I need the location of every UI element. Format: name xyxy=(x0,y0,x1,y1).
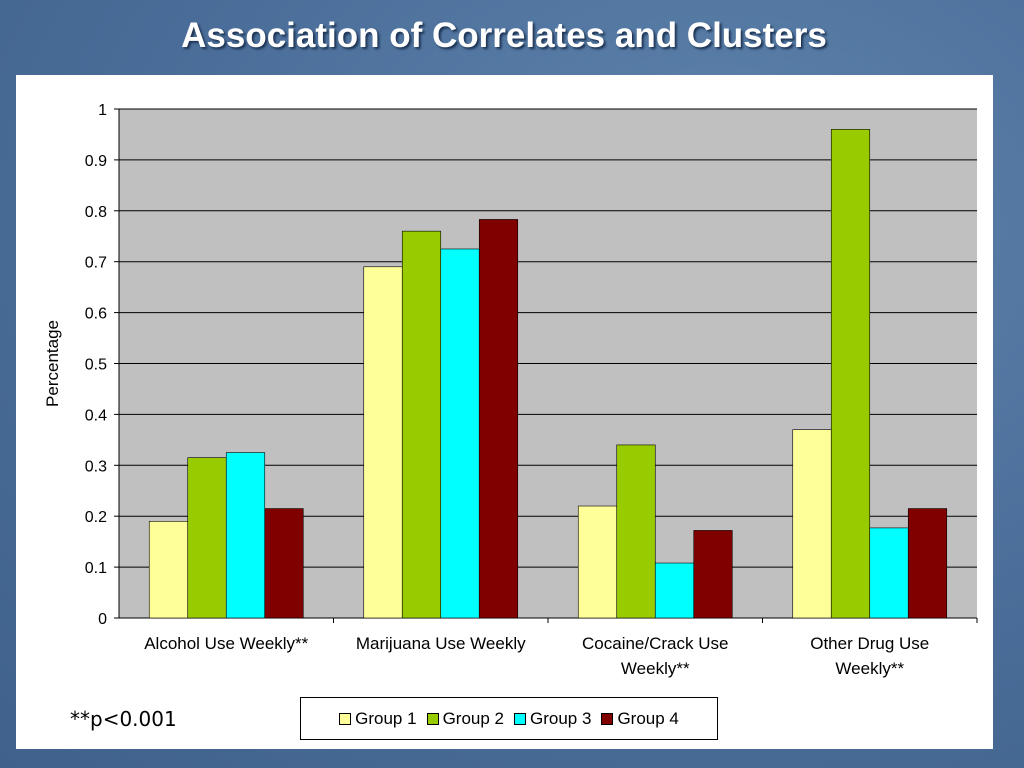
x-category-label: Marijuana Use Weekly xyxy=(356,634,526,653)
slide-title: Association of Correlates and Clusters xyxy=(181,16,827,55)
legend-swatch xyxy=(514,712,526,725)
y-tick-label: 0.3 xyxy=(85,458,107,475)
bar-group-2 xyxy=(830,129,871,619)
bar-group-2 xyxy=(616,444,656,619)
x-category-label: Alcohol Use Weekly** xyxy=(144,634,308,653)
y-tick-label: 0.4 xyxy=(85,407,107,424)
y-tick-label: 0.5 xyxy=(85,357,107,374)
bar-group-2 xyxy=(187,457,227,619)
legend-entry: Group 2 xyxy=(426,708,504,729)
legend-entry: Group 1 xyxy=(339,708,417,729)
bar-group-1 xyxy=(148,520,189,619)
x-category-label: Other Drug Use Weekly** xyxy=(810,634,929,678)
bar-group-1 xyxy=(577,505,618,619)
y-axis-label: Percentage xyxy=(43,320,62,407)
legend-swatch xyxy=(426,712,439,725)
y-tick-label: 0.7 xyxy=(85,255,107,272)
bar-group-1 xyxy=(792,429,832,619)
y-tick-label: 0.8 xyxy=(85,204,107,221)
bar-group-4 xyxy=(693,530,733,619)
y-tick-label: 0.6 xyxy=(85,306,107,323)
bar-group-4 xyxy=(478,219,519,619)
y-tick-label: 0.1 xyxy=(85,560,107,577)
bar-chart: 0 0.1 0.2 0.3 0.4 0.5 0.6 0.7 0.8 0.9 1 Percentage A… xyxy=(43,102,978,678)
legend-label: Group 2 xyxy=(442,708,504,728)
bar-group-3 xyxy=(654,562,695,619)
legend-label: Group 1 xyxy=(355,708,417,728)
legend-label: Group 3 xyxy=(530,708,592,728)
x-category-label: Cocaine/Crack Use Weekly** xyxy=(582,634,728,678)
bar-group-2 xyxy=(401,230,442,619)
bar-group-3 xyxy=(869,527,909,619)
legend-swatch xyxy=(339,712,352,725)
bar-group-3 xyxy=(225,452,266,619)
bar-group-4 xyxy=(907,508,948,619)
y-tick-label: 0 xyxy=(98,611,107,628)
legend-label: Group 4 xyxy=(617,708,679,728)
chart-panel: 0 0.1 0.2 0.3 0.4 0.5 0.6 0.7 0.8 0.9 1 Percentage A… xyxy=(16,75,993,749)
chart-legend: Group 1 Group 2 Group 3 Group 4 xyxy=(300,697,718,740)
y-tick-label: 0.9 xyxy=(85,153,107,170)
significance-note: **p<0.001 xyxy=(70,707,177,731)
legend-swatch xyxy=(601,712,614,725)
y-tick-label: 1 xyxy=(98,102,107,119)
legend-entry: Group 4 xyxy=(601,708,679,729)
y-tick-label: 0.2 xyxy=(85,509,107,526)
bar-group-4 xyxy=(264,508,304,619)
bar-group-1 xyxy=(363,266,403,619)
legend-entry: Group 3 xyxy=(514,709,591,729)
bar-group-3 xyxy=(440,248,480,619)
